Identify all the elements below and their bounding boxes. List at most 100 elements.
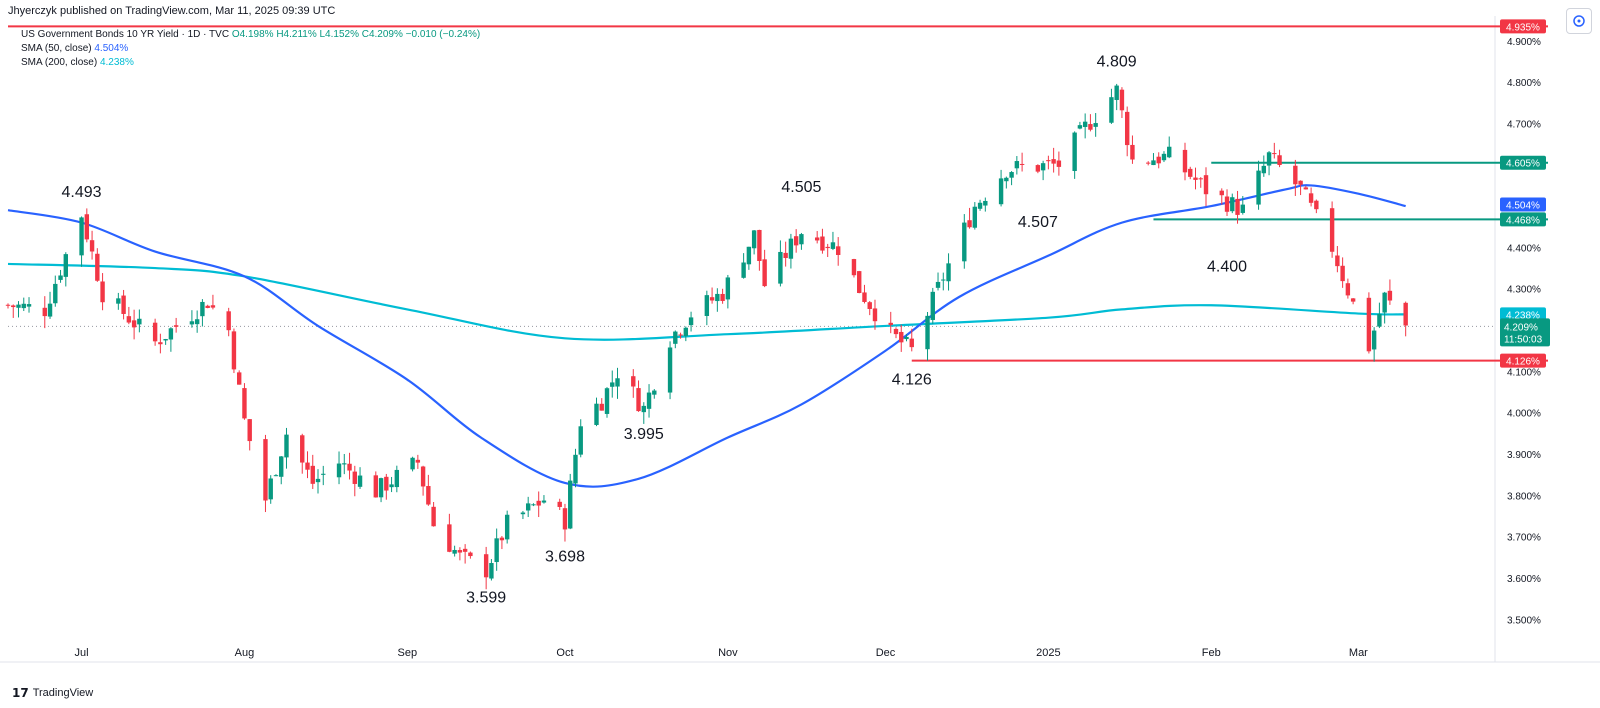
candle-body <box>468 552 473 557</box>
legend-sma200-row[interactable]: SMA (200, close) 4.238% <box>21 56 480 70</box>
candle-body <box>95 253 100 281</box>
candle-body <box>678 334 683 336</box>
candle-body <box>1350 298 1356 302</box>
candle-body <box>247 419 252 442</box>
candle-body <box>431 506 436 527</box>
level-badge <box>1500 353 1546 368</box>
candle-body <box>231 331 237 370</box>
sma50-line <box>7 184 1406 488</box>
candle-body <box>857 271 862 293</box>
candle-body <box>447 524 452 552</box>
candle-body <box>373 475 379 498</box>
publish-info: Jhyerczyk published on TradingView.com, … <box>8 5 336 17</box>
candle-body <box>300 435 305 463</box>
grid <box>0 16 1600 663</box>
candle-body <box>236 372 242 385</box>
candle-body <box>825 246 830 249</box>
legend-sma50-row[interactable]: SMA (50, close) 4.504% <box>21 42 480 56</box>
candle-body <box>1340 265 1345 282</box>
last-price-badge <box>1500 318 1550 347</box>
candle-body <box>930 291 935 320</box>
candle-body <box>1035 165 1041 172</box>
candle-body <box>783 252 788 259</box>
candle-body <box>1146 162 1151 164</box>
candle-body <box>788 238 794 259</box>
candle-body <box>189 321 195 325</box>
sma200-badge <box>1500 307 1546 322</box>
candle-body <box>226 311 231 331</box>
candle-body <box>1203 175 1209 195</box>
candle-body <box>531 504 536 506</box>
legend-symbol-row[interactable]: US Government Bonds 10 YR Yield · 1D · T… <box>21 28 480 42</box>
candle-body <box>652 390 657 395</box>
candle-body <box>904 336 909 340</box>
candle-body <box>1088 124 1093 130</box>
candle-body <box>1230 197 1235 212</box>
candle-body <box>1377 313 1382 327</box>
sma200-label: SMA (200, close) <box>21 57 98 68</box>
candle-body <box>610 382 615 387</box>
candle-body <box>967 220 972 228</box>
candle-body <box>946 263 951 282</box>
candle-body <box>137 318 142 325</box>
candle-body <box>347 463 352 471</box>
candle-body <box>1303 187 1309 190</box>
candle-body <box>1130 144 1135 160</box>
x-tick-label: Oct <box>556 647 573 659</box>
candle-body <box>893 328 899 335</box>
candle-body <box>116 298 121 304</box>
candle-body <box>315 478 321 483</box>
candle-body <box>615 378 620 387</box>
candle-body <box>1314 200 1319 210</box>
candle-body <box>1019 163 1025 165</box>
candle-body <box>594 403 599 425</box>
annotation-label: 4.126 <box>892 372 932 389</box>
candle-body <box>1366 297 1372 352</box>
x-tick-label: Sep <box>398 647 418 659</box>
candle-body <box>1345 283 1351 296</box>
y-tick-label: 4.700% <box>1507 119 1541 130</box>
sma50-path <box>7 184 1406 488</box>
candle-body <box>1198 178 1203 180</box>
candle-body <box>667 347 673 393</box>
candle-body <box>126 316 132 323</box>
candle-body <box>1082 121 1088 127</box>
candle-body <box>173 325 179 327</box>
tradingview-brand[interactable]: 𝟭𝟳 TradingView <box>12 686 93 700</box>
candle-body <box>499 537 505 541</box>
chart-settings-button[interactable] <box>1566 8 1592 34</box>
candle-body <box>352 471 357 484</box>
candle-body <box>704 295 710 316</box>
time-axis: Jul Aug Sep Oct Nov Dec 2025 Feb Mar <box>75 647 1369 659</box>
candle-body <box>26 304 32 307</box>
candle-body <box>357 475 363 487</box>
candle-body <box>972 206 978 228</box>
candle-body <box>100 281 105 303</box>
x-tick-label: Dec <box>876 647 896 659</box>
candle-body <box>977 202 983 209</box>
candle-body <box>941 279 946 281</box>
price-badges: 4.935% 4.605% 4.468% 4.126% 4.504% 4.238%4.20… <box>1500 19 1550 368</box>
y-tick-label: 4.000% <box>1507 409 1541 420</box>
sma50-label: SMA (50, close) <box>21 43 92 54</box>
candle-body <box>1382 292 1387 313</box>
candle-body <box>210 305 216 308</box>
candle-body <box>1403 302 1408 326</box>
candle-body <box>983 200 988 206</box>
annotation-label: 4.507 <box>1018 214 1058 231</box>
candle-body <box>1256 170 1261 205</box>
candle-body <box>163 339 168 341</box>
candle-body <box>1182 149 1188 173</box>
candle-body <box>715 293 720 302</box>
level-badge-text: 4.935% <box>1506 22 1540 33</box>
candle-body <box>489 563 494 579</box>
candle-body <box>79 217 84 256</box>
candle-body <box>305 462 310 470</box>
candle-body <box>709 297 715 301</box>
candle-body <box>426 486 431 505</box>
candles <box>5 83 1408 590</box>
candle-body <box>1329 208 1335 252</box>
candle-body <box>751 230 757 249</box>
